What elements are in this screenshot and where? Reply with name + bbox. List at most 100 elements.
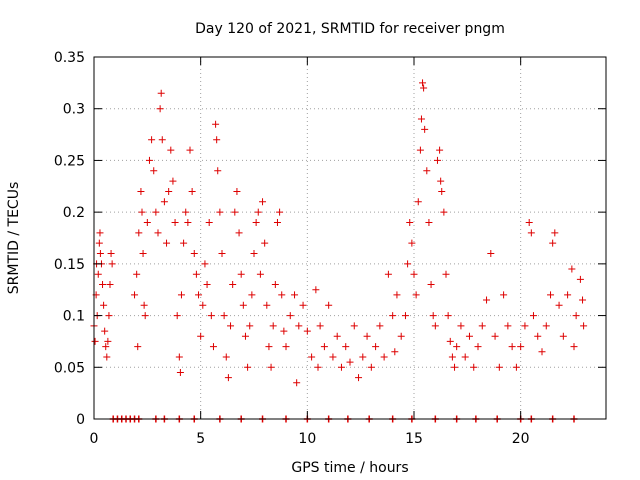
data-point bbox=[534, 332, 542, 340]
data-point bbox=[235, 229, 243, 237]
data-point bbox=[487, 250, 495, 258]
axis-ticks: 0 0.05 0.1 0.15 0.2 0.25 0.3 0.35 0 5 10 15 20 bbox=[54, 50, 606, 447]
data-point bbox=[186, 146, 194, 154]
data-point bbox=[495, 363, 503, 371]
data-point bbox=[314, 363, 322, 371]
data-point bbox=[91, 337, 99, 345]
data-point bbox=[451, 363, 459, 371]
data-point bbox=[579, 296, 587, 304]
data-point bbox=[397, 332, 405, 340]
data-point bbox=[359, 353, 367, 361]
data-point bbox=[184, 218, 192, 226]
data-point bbox=[106, 281, 114, 289]
data-point bbox=[140, 301, 148, 309]
y-tick-label: 0.35 bbox=[54, 50, 85, 66]
data-point bbox=[188, 187, 196, 195]
data-point bbox=[169, 177, 177, 185]
data-point bbox=[180, 239, 188, 247]
data-point bbox=[108, 260, 116, 268]
data-point bbox=[105, 312, 113, 320]
data-point bbox=[99, 281, 107, 289]
data-point bbox=[205, 218, 213, 226]
data-point bbox=[568, 265, 576, 273]
data-point bbox=[350, 322, 358, 330]
data-point bbox=[337, 363, 345, 371]
data-point bbox=[491, 332, 499, 340]
y-axis-label: SRMTID / TECUs bbox=[6, 182, 22, 295]
data-point bbox=[96, 250, 104, 258]
data-point bbox=[446, 337, 454, 345]
data-point bbox=[406, 218, 414, 226]
data-point bbox=[203, 281, 211, 289]
data-point bbox=[457, 322, 465, 330]
data-point bbox=[173, 312, 181, 320]
data-point bbox=[412, 291, 420, 299]
data-point bbox=[265, 343, 273, 351]
data-point bbox=[231, 208, 239, 216]
data-point bbox=[237, 270, 245, 278]
data-point bbox=[376, 322, 384, 330]
data-point bbox=[171, 218, 179, 226]
data-point bbox=[316, 322, 324, 330]
data-point bbox=[438, 187, 446, 195]
y-tick-label: 0.05 bbox=[54, 360, 85, 376]
data-point bbox=[312, 286, 320, 294]
data-point bbox=[222, 353, 230, 361]
data-point bbox=[137, 187, 145, 195]
data-point bbox=[150, 167, 158, 175]
data-point bbox=[342, 343, 350, 351]
data-point bbox=[551, 229, 559, 237]
data-point bbox=[417, 115, 425, 123]
data-point bbox=[333, 332, 341, 340]
data-point bbox=[138, 208, 146, 216]
data-point bbox=[229, 281, 237, 289]
data-point bbox=[291, 291, 299, 299]
data-point bbox=[276, 208, 284, 216]
x-tick-label: 0 bbox=[90, 431, 99, 447]
data-point bbox=[308, 353, 316, 361]
x-tick-label: 5 bbox=[196, 431, 205, 447]
data-point bbox=[195, 291, 203, 299]
data-point bbox=[470, 363, 478, 371]
x-axis-label: GPS time / hours bbox=[291, 460, 408, 476]
data-point bbox=[521, 322, 529, 330]
data-point bbox=[197, 332, 205, 340]
data-point bbox=[157, 89, 165, 97]
data-point bbox=[95, 239, 103, 247]
data-point bbox=[461, 353, 469, 361]
data-point bbox=[165, 187, 173, 195]
data-point bbox=[176, 368, 184, 376]
data-point bbox=[433, 156, 441, 164]
data-point bbox=[478, 322, 486, 330]
data-point bbox=[555, 301, 563, 309]
data-point bbox=[293, 379, 301, 387]
data-point bbox=[363, 332, 371, 340]
data-point bbox=[547, 291, 555, 299]
data-point bbox=[143, 218, 151, 226]
data-point bbox=[580, 322, 588, 330]
data-point bbox=[425, 218, 433, 226]
data-point bbox=[190, 250, 198, 258]
data-point bbox=[102, 343, 110, 351]
data-point bbox=[420, 84, 428, 92]
y-tick-label: 0 bbox=[76, 412, 85, 428]
data-point bbox=[213, 136, 221, 144]
data-point bbox=[527, 229, 535, 237]
data-point bbox=[227, 322, 235, 330]
data-point bbox=[440, 208, 448, 216]
data-point bbox=[372, 343, 380, 351]
data-point bbox=[248, 291, 256, 299]
data-point bbox=[94, 270, 102, 278]
data-point bbox=[391, 348, 399, 356]
data-point bbox=[500, 291, 508, 299]
grid bbox=[94, 57, 606, 419]
data-point bbox=[100, 301, 108, 309]
data-point bbox=[393, 291, 401, 299]
data-point bbox=[209, 343, 217, 351]
data-point bbox=[512, 363, 520, 371]
data-point bbox=[239, 301, 247, 309]
data-point bbox=[542, 322, 550, 330]
data-point bbox=[437, 177, 445, 185]
data-point bbox=[529, 312, 537, 320]
data-point bbox=[404, 260, 412, 268]
